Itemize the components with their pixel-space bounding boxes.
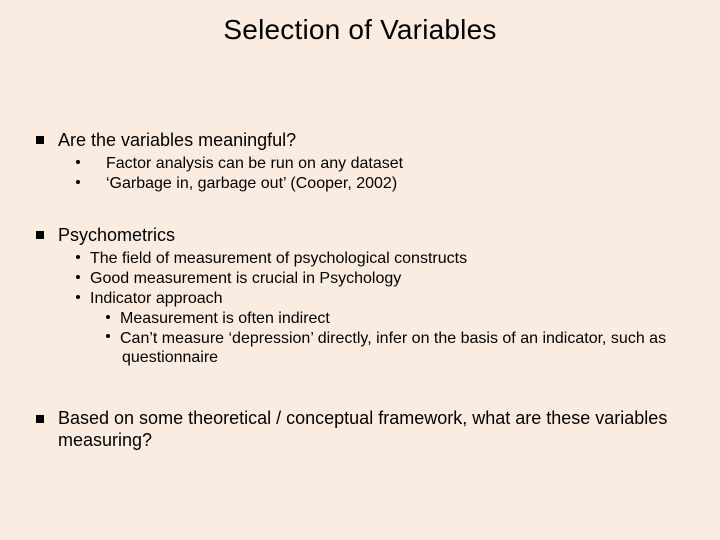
bullet-l2: ‘Garbage in, garbage out’ (Cooper, 2002): [92, 175, 684, 194]
bullet-text: Good measurement is crucial in Psycholog…: [90, 270, 401, 287]
dot-bullet-icon: [76, 275, 80, 279]
dot-bullet-icon: [76, 255, 80, 259]
dot-bullet-icon: [106, 315, 110, 319]
slide: Selection of Variables Are the variables…: [0, 0, 720, 540]
bullet-l2: The field of measurement of psychologica…: [92, 250, 684, 269]
bullet-text: ‘Garbage in, garbage out’ (Cooper, 2002): [106, 175, 397, 192]
bullet-l1: Based on some theoretical / conceptual f…: [36, 408, 684, 450]
square-bullet-icon: [36, 231, 44, 239]
bullet-l2: Indicator approach: [92, 290, 684, 309]
slide-title: Selection of Variables: [0, 0, 720, 46]
bullet-l1: Are the variables meaningful?: [36, 130, 684, 151]
bullet-l2: Factor analysis can be run on any datase…: [92, 155, 684, 174]
bullet-text: Are the variables meaningful?: [58, 130, 296, 150]
dot-bullet-icon: [76, 160, 80, 164]
bullet-text: Measurement is often indirect: [120, 310, 330, 327]
bullet-text: Can’t measure ‘depression’ directly, inf…: [120, 330, 666, 366]
slide-content: Are the variables meaningful? Factor ana…: [36, 130, 684, 455]
bullet-l2: Good measurement is crucial in Psycholog…: [92, 270, 684, 289]
square-bullet-icon: [36, 136, 44, 144]
bullet-text: Psychometrics: [58, 225, 175, 245]
spacer: [36, 195, 684, 225]
spacer: [36, 368, 684, 408]
dot-bullet-icon: [76, 180, 80, 184]
bullet-l3: Can’t measure ‘depression’ directly, inf…: [122, 330, 684, 368]
dot-bullet-icon: [106, 334, 110, 338]
bullet-text: Based on some theoretical / conceptual f…: [58, 408, 667, 449]
square-bullet-icon: [36, 415, 44, 423]
dot-bullet-icon: [76, 295, 80, 299]
bullet-l1: Psychometrics: [36, 225, 684, 246]
bullet-text: The field of measurement of psychologica…: [90, 250, 467, 267]
bullet-l3: Measurement is often indirect: [122, 310, 684, 329]
bullet-text: Factor analysis can be run on any datase…: [106, 155, 403, 172]
bullet-text: Indicator approach: [90, 290, 223, 307]
